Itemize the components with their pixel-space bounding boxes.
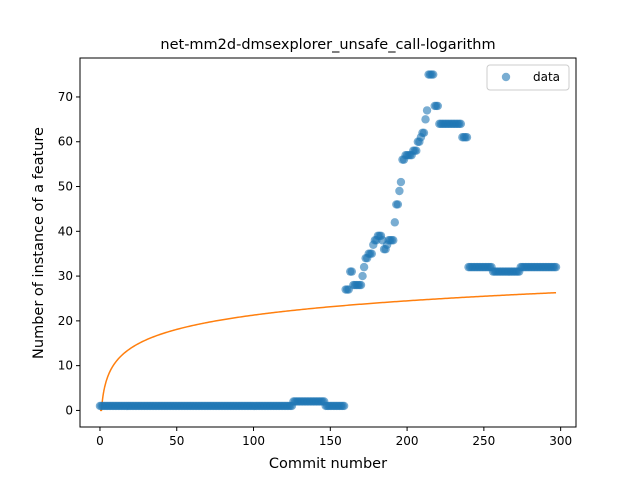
x-tick-label: 0 <box>96 434 104 448</box>
data-point <box>551 262 561 272</box>
plot-frame <box>79 57 577 428</box>
y-tick-label: 40 <box>58 224 73 238</box>
data-point <box>393 200 403 209</box>
y-axis: 0 10 20 30 40 50 60 70 <box>58 90 80 417</box>
legend-label: data <box>533 70 560 84</box>
data-point <box>419 128 429 137</box>
data-point <box>367 249 376 258</box>
x-tick-label: 50 <box>169 434 184 448</box>
legend: data <box>486 64 570 91</box>
legend-marker <box>501 72 511 82</box>
x-axis-label: Commit number <box>269 456 387 472</box>
data-point <box>356 280 366 290</box>
y-tick-label: 60 <box>58 135 73 149</box>
data-point <box>347 267 356 276</box>
data-point <box>428 70 438 79</box>
y-tick-label: 50 <box>58 180 73 194</box>
data-point <box>395 186 404 196</box>
data-point <box>412 146 421 155</box>
data-point <box>396 177 406 187</box>
y-tick-label: 0 <box>65 403 73 417</box>
chart-title: net-mm2d-dmsexplorer_unsafe_call-logarit… <box>160 37 495 53</box>
x-tick-label: 100 <box>242 434 265 448</box>
x-axis: 0 50 100 150 200 250 300 <box>96 427 572 448</box>
legend-box <box>486 64 570 91</box>
data-point <box>389 236 398 245</box>
y-tick-label: 10 <box>58 359 73 373</box>
x-tick-label: 300 <box>549 434 572 448</box>
x-tick-label: 200 <box>396 434 419 448</box>
x-tick-label: 250 <box>472 434 495 448</box>
x-tick-label: 150 <box>319 434 342 448</box>
plot-area <box>95 70 561 412</box>
y-tick-label: 30 <box>58 269 73 283</box>
data-point <box>456 119 466 129</box>
data-point <box>359 262 369 272</box>
fit-line <box>99 291 557 412</box>
data-point <box>462 133 472 142</box>
data-point <box>433 101 442 111</box>
data-point <box>358 271 367 281</box>
data-point <box>421 115 430 124</box>
data-point <box>390 218 399 227</box>
data-point <box>339 401 349 411</box>
y-tick-label: 70 <box>58 90 73 104</box>
y-axis-label: Number of instance of a feature <box>31 127 47 359</box>
data-point <box>422 106 432 115</box>
y-tick-label: 20 <box>58 314 73 328</box>
